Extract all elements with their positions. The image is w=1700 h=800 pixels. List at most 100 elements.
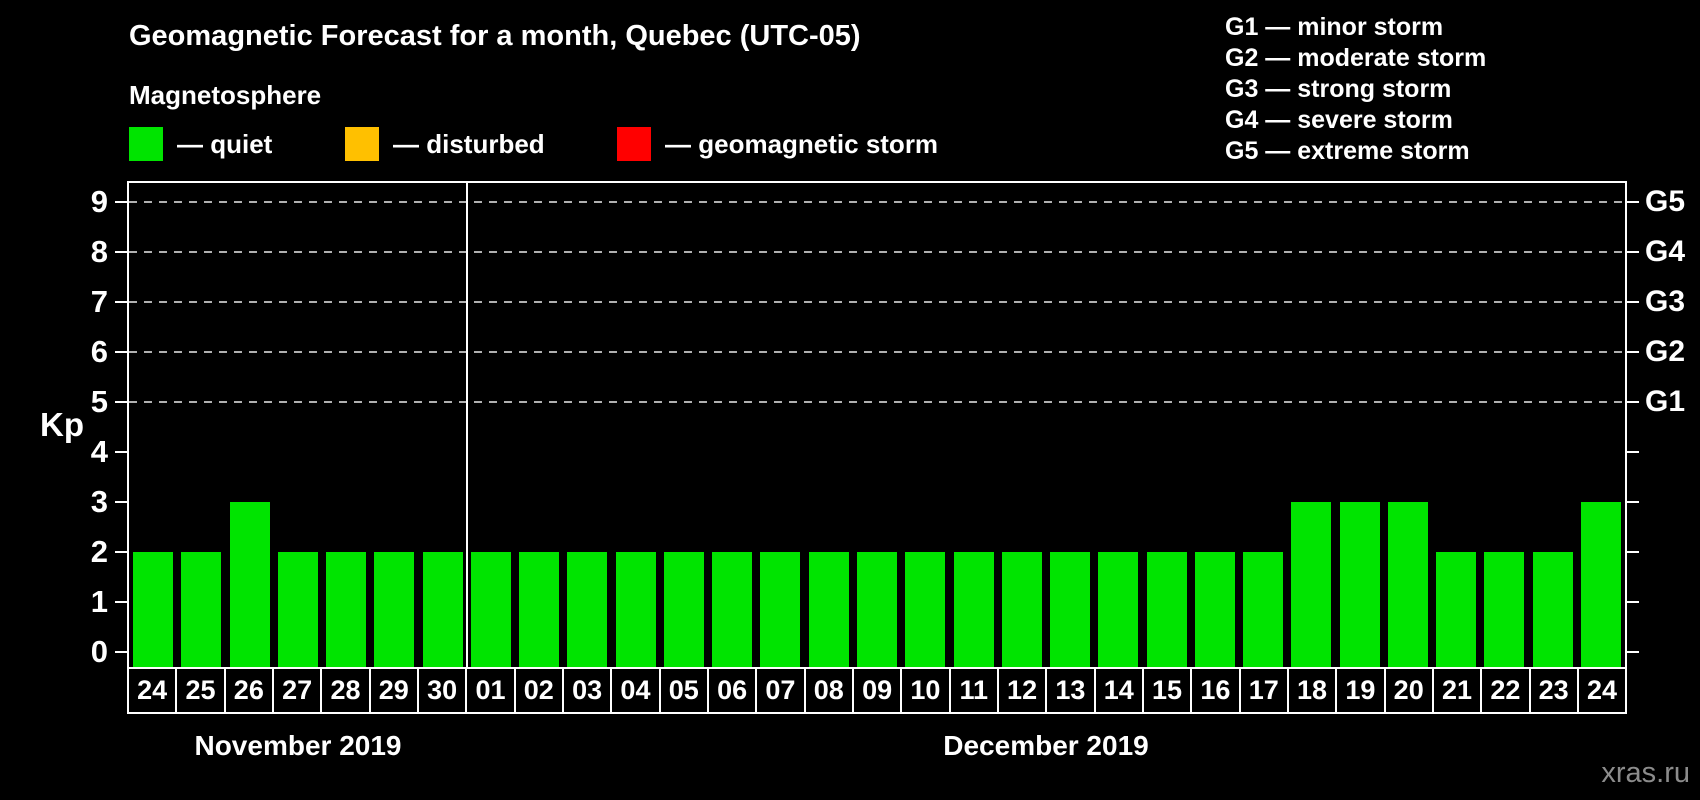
kp-bar [953,552,994,667]
day-label-cell: 16 [1190,667,1241,714]
legend-label-quiet: — quiet [177,128,273,159]
right-axis-label-g1: G1 [1645,385,1686,418]
day-label-cell: 05 [658,667,709,714]
day-label-cell: 28 [320,667,371,714]
gridline-kp8 [129,251,1625,253]
day-label-cell: 14 [1093,667,1144,714]
chart-title: Geomagnetic Forecast for a month, Quebec… [129,20,861,52]
kp-bar [1243,552,1284,667]
legend-label-storm: — geomagnetic storm [665,128,939,159]
y-axis-right-spine [1625,181,1627,669]
day-label-cell: 24 [127,667,178,714]
gridline-kp9 [129,201,1625,203]
day-label-cell: 02 [513,667,564,714]
month-label-december: December 2019 [943,730,1149,761]
kp-bar [1098,552,1139,667]
day-label-cell: 13 [1045,667,1096,714]
y-axis-tick [115,201,127,203]
right-axis-label-g4: G4 [1645,235,1686,268]
right-axis-tick [1627,251,1639,253]
day-label-cell: 30 [416,667,468,714]
kp-bar [277,552,318,667]
day-label-cell: 21 [1431,667,1483,714]
magnetosphere-label: Magnetosphere [129,80,322,110]
kp-bar [808,552,849,667]
y-axis-tick [115,451,127,453]
y-axis-tick-label: 3 [90,484,108,519]
storm-scale-g2: G2 — moderate storm [1225,44,1487,72]
right-axis-tick [1627,451,1639,453]
kp-bar [470,552,511,667]
kp-bar [567,552,608,667]
quiet-color-swatch [129,127,163,161]
gridline-kp6 [129,351,1625,353]
right-axis-tick [1627,551,1639,553]
y-axis-tick [115,301,127,303]
storm-scale-g3: G3 — strong storm [1225,75,1452,103]
day-label-cell: 12 [996,667,1048,714]
y-axis-tick-label: 5 [90,384,108,419]
day-label-cell: 27 [271,667,323,714]
right-axis-label-g3: G3 [1645,285,1686,318]
y-axis-tick-label: 7 [90,284,108,319]
y-axis-tick [115,501,127,503]
kp-bar [1194,552,1235,667]
disturbed-color-swatch [345,127,379,161]
day-label-cell: 20 [1383,667,1434,714]
right-axis-tick [1627,201,1639,203]
plot-top-border [127,181,1627,183]
gridline-kp7 [129,301,1625,303]
right-axis-tick [1627,651,1639,653]
day-label-cell: 25 [175,667,226,714]
legend-label-disturbed: — disturbed [393,128,545,159]
legend-item-quiet: — quiet [129,125,272,163]
day-label-cell: 24 [1576,667,1628,714]
storm-color-swatch [617,127,651,161]
right-axis-tick [1627,601,1639,603]
day-label-cell: 23 [1528,667,1579,714]
day-label-cell: 19 [1335,667,1386,714]
x-axis-day-labels: 24 25 26 27 28 29 30 01 02 03 04 05 06 07 08 09 10 11 12 13… [127,667,1628,714]
legend-item-storm: — geomagnetic storm [617,125,938,163]
kp-bar [1580,502,1621,667]
month-separator-line [465,181,468,714]
y-axis-tick-label: 4 [90,434,108,469]
y-axis-tick-label: 6 [90,334,108,369]
kp-bar [905,552,946,667]
kp-bar [1436,552,1477,667]
kp-bar [326,552,367,667]
y-axis-title: Kp [40,406,84,443]
kp-bar [857,552,897,667]
y-axis-tick-label: 2 [90,534,108,569]
y-axis-tick-label: 9 [90,184,108,219]
day-label-cell: 08 [803,667,854,714]
kp-bar [1387,502,1428,667]
y-axis-tick-label: 8 [90,234,108,269]
y-axis-tick [115,601,127,603]
y-axis-tick-label: 1 [90,584,108,619]
day-label-cell: 01 [465,667,516,714]
y-axis-tick [115,401,127,403]
day-label-cell: 11 [948,667,999,714]
kp-bar [1001,552,1042,667]
kp-bar [760,552,801,667]
kp-bar [422,552,463,667]
kp-bar [1484,552,1525,667]
storm-scale-g5: G5 — extreme storm [1225,137,1470,165]
kp-bar [1146,552,1187,667]
gridline-kp5 [129,401,1625,403]
day-label-cell: 04 [610,667,661,714]
y-axis-left-spine [127,181,129,669]
y-axis-tick-label: 0 [90,634,108,669]
right-axis-tick [1627,301,1639,303]
day-label-cell: 17 [1238,667,1289,714]
day-label-cell: 06 [706,667,758,714]
kp-bar [181,552,222,667]
y-axis-tick [115,251,127,253]
day-label-cell: 09 [851,667,903,714]
day-label-cell: 22 [1480,667,1531,714]
y-axis-tick [115,651,127,653]
kp-bar [615,552,656,667]
storm-scale-g4: G4 — severe storm [1225,106,1453,134]
kp-bar [712,552,753,667]
